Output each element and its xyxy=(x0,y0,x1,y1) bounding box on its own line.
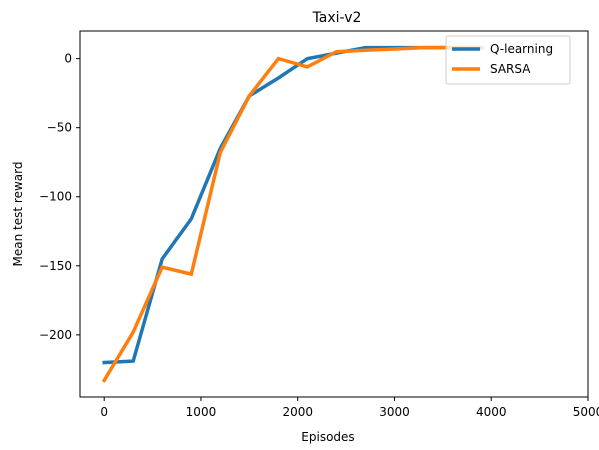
chart-title: Taxi-v2 xyxy=(312,10,362,26)
x-axis-ticks: 0 1000 2000 3000 4000 5000 xyxy=(100,397,599,419)
y-axis-ticks: −200 −150 −100 −50 0 xyxy=(39,52,80,342)
x-tick-label: 5000 xyxy=(573,405,599,419)
y-tick-label: −150 xyxy=(39,259,72,273)
x-tick-label: 1000 xyxy=(186,405,217,419)
legend-label-sarsa: SARSA xyxy=(490,62,531,76)
series-line-q-learning xyxy=(102,45,484,365)
y-tick-label: −50 xyxy=(47,121,72,135)
x-tick-label: 3000 xyxy=(379,405,410,419)
y-tick-label: −200 xyxy=(39,328,72,342)
y-tick-label: −100 xyxy=(39,190,72,204)
legend: Q-learning SARSA xyxy=(445,35,571,85)
plot-frame xyxy=(79,30,589,398)
legend-label-q-learning: Q-learning xyxy=(490,42,553,56)
x-tick-label: 0 xyxy=(100,405,108,419)
plot-lines xyxy=(101,45,484,383)
y-axis-label: Mean test reward xyxy=(11,162,25,267)
series-line-sarsa xyxy=(101,45,484,383)
x-tick-label: 2000 xyxy=(282,405,313,419)
x-axis-label: Episodes xyxy=(301,430,354,444)
x-tick-label: 4000 xyxy=(476,405,507,419)
y-tick-label: 0 xyxy=(64,52,72,66)
